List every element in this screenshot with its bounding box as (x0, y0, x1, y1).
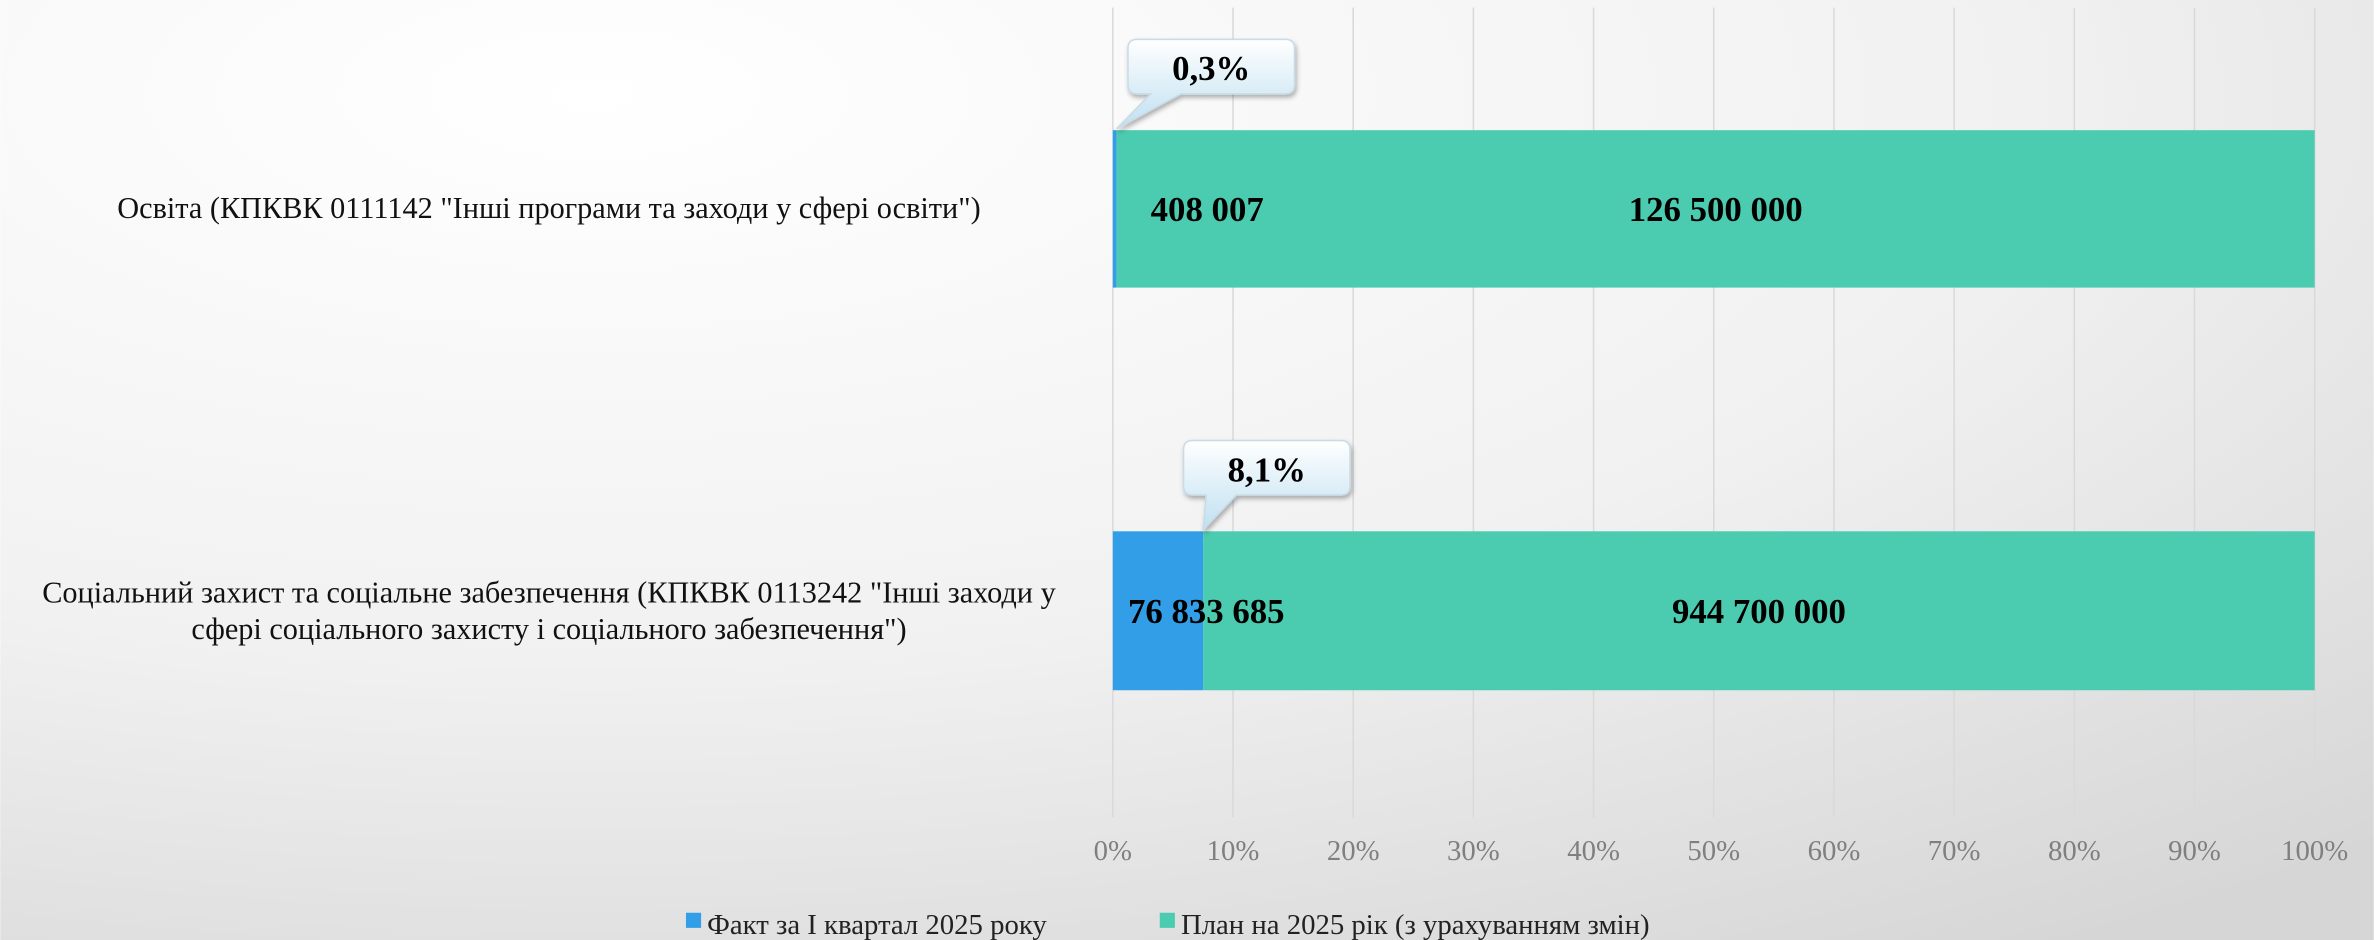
data-label: 408 007 (1151, 190, 1264, 229)
x-tick-label: 80% (2048, 835, 2101, 867)
x-tick-label: 100% (2281, 835, 2348, 867)
category-label-box: Соціальний захист та соціальне забезпече… (42, 575, 1056, 646)
data-label: 126 500 000 (1629, 190, 1803, 229)
x-tick-label: 90% (2168, 835, 2221, 867)
bar-segment (1203, 531, 2315, 691)
callout (1116, 38, 1296, 130)
category-label-box: Освіта (КПКВК 0111142 "Інші програми та … (117, 192, 981, 226)
legend-label: План на 2025 рік (з урахуванням змін) (1181, 909, 1650, 940)
legend-swatch (1159, 912, 1175, 928)
x-tick-label: 0% (1094, 835, 1132, 867)
x-tick-label: 60% (1808, 835, 1861, 867)
y-tick-label: Освіта (КПКВК 0111142 "Інші програми та … (117, 192, 981, 226)
x-tick-label: 40% (1567, 835, 1620, 867)
legend-swatch (685, 912, 702, 928)
x-tick-label: 10% (1207, 835, 1260, 867)
bar-segment (1112, 531, 1204, 691)
callout-label: 0,3% (1172, 49, 1250, 88)
x-tick-label: 20% (1327, 835, 1380, 867)
x-tick-label: 30% (1447, 835, 1500, 867)
callout (1182, 439, 1351, 532)
x-tick-label: 50% (1687, 835, 1740, 867)
bar-segment (1116, 130, 2315, 288)
data-label: 944 700 000 (1672, 592, 1846, 631)
callout-label: 8,1% (1228, 450, 1306, 489)
callout-shape (1182, 439, 1351, 532)
legend-label: Факт за І квартал 2025 року (707, 909, 1047, 940)
bar-segment (1112, 130, 1117, 288)
y-tick-label: Соціальний захист та соціальне забезпече… (42, 575, 1056, 646)
x-tick-label: 70% (1928, 835, 1981, 867)
callout-shape (1116, 38, 1296, 130)
data-label: 76 833 685 (1128, 592, 1285, 631)
